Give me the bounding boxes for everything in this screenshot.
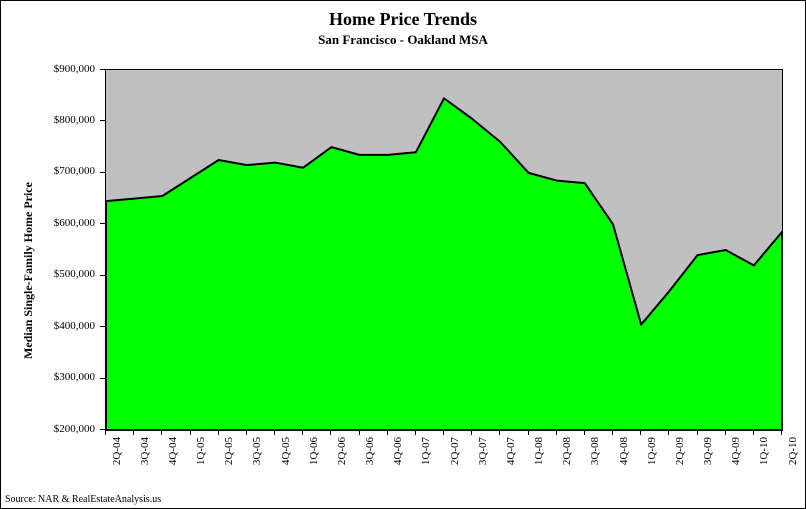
x-tick-mark (471, 430, 472, 435)
chart-subtitle: San Francisco - Oakland MSA (1, 32, 805, 48)
x-tick-mark (359, 430, 360, 435)
x-tick-label: 1Q-08 (533, 437, 545, 477)
x-tick-label: 2Q-09 (674, 437, 686, 477)
x-tick-label: 4Q-08 (618, 437, 630, 477)
x-tick-label: 1Q-09 (646, 437, 658, 477)
x-tick-label: 4Q-09 (730, 437, 742, 477)
y-tick-label: $400,000 (1, 320, 95, 332)
x-tick-mark (161, 430, 162, 435)
x-tick-label: 1Q-05 (195, 437, 207, 477)
y-tick-mark (100, 120, 105, 121)
x-tick-mark (697, 430, 698, 435)
x-tick-label: 2Q-08 (561, 437, 573, 477)
x-tick-label: 3Q-05 (251, 437, 263, 477)
x-tick-mark (640, 430, 641, 435)
x-tick-mark (753, 430, 754, 435)
plot-area (105, 69, 783, 431)
x-tick-label: 4Q-07 (505, 437, 517, 477)
x-tick-label: 2Q-07 (449, 437, 461, 477)
x-tick-label: 3Q-04 (139, 437, 151, 477)
x-tick-label: 1Q-07 (420, 437, 432, 477)
x-tick-mark (133, 430, 134, 435)
x-tick-label: 4Q-04 (167, 437, 179, 477)
y-tick-label: $300,000 (1, 371, 95, 383)
x-tick-mark (415, 430, 416, 435)
x-tick-mark (246, 430, 247, 435)
x-tick-label: 4Q-05 (280, 437, 292, 477)
chart-title: Home Price Trends (1, 9, 805, 30)
x-tick-mark (218, 430, 219, 435)
x-tick-mark (612, 430, 613, 435)
y-tick-label: $500,000 (1, 268, 95, 280)
x-tick-mark (443, 430, 444, 435)
x-tick-label: 4Q-06 (392, 437, 404, 477)
y-tick-label: $600,000 (1, 217, 95, 229)
x-tick-mark (105, 430, 106, 435)
x-tick-label: 3Q-07 (477, 437, 489, 477)
y-tick-mark (100, 275, 105, 276)
x-tick-mark (556, 430, 557, 435)
y-tick-mark (100, 378, 105, 379)
y-tick-mark (100, 172, 105, 173)
x-tick-label: 2Q-05 (223, 437, 235, 477)
y-tick-label: $700,000 (1, 165, 95, 177)
y-tick-label: $900,000 (1, 63, 95, 75)
x-tick-mark (387, 430, 388, 435)
x-tick-mark (499, 430, 500, 435)
x-tick-label: 2Q-04 (111, 437, 123, 477)
y-tick-mark (100, 69, 105, 70)
y-tick-label: $800,000 (1, 114, 95, 126)
area-svg (106, 70, 782, 430)
x-tick-label: 2Q-06 (336, 437, 348, 477)
source-text: Source: NAR & RealEstateAnalysis.us (5, 494, 161, 505)
x-tick-mark (302, 430, 303, 435)
x-tick-mark (781, 430, 782, 435)
y-tick-label: $200,000 (1, 423, 95, 435)
x-tick-label: 1Q-06 (308, 437, 320, 477)
x-tick-label: 1Q-10 (758, 437, 770, 477)
y-tick-mark (100, 326, 105, 327)
x-tick-mark (668, 430, 669, 435)
x-tick-label: 3Q-09 (702, 437, 714, 477)
x-tick-mark (584, 430, 585, 435)
x-tick-label: 3Q-06 (364, 437, 376, 477)
area-series (106, 98, 782, 430)
x-tick-label: 3Q-08 (589, 437, 601, 477)
x-tick-mark (528, 430, 529, 435)
y-tick-mark (100, 223, 105, 224)
x-tick-mark (330, 430, 331, 435)
x-tick-label: 2Q-10 (787, 437, 799, 477)
x-tick-mark (190, 430, 191, 435)
x-tick-mark (725, 430, 726, 435)
x-tick-mark (274, 430, 275, 435)
chart-frame: Home Price Trends San Francisco - Oaklan… (0, 0, 806, 509)
